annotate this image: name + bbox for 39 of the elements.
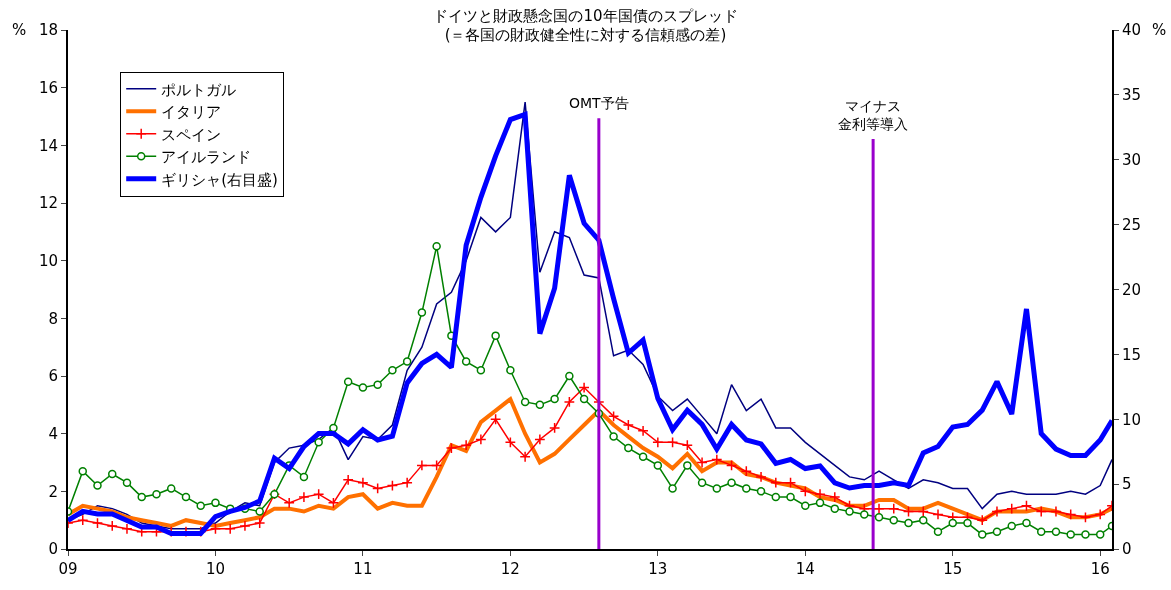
y-axis-title: % [12,21,27,39]
y-tick-label: 6 [48,367,58,386]
x-tick-label: 12 [500,560,520,578]
x-tick-label: 16 [1090,560,1110,578]
chart-subtitle: (＝各国の財政健全性に対する信頼感の差) [444,26,727,45]
y-tick-label: 16 [38,78,58,97]
chart-title: ドイツと財政懸念国の10年国債のスプレッド [433,6,738,25]
y2-tick-label: 10 [1122,410,1142,429]
x-tick-label: 09 [58,560,78,578]
y-tick-label: 8 [48,309,58,328]
y2-tick-label: 20 [1122,280,1142,299]
y-tick-label: 0 [48,540,58,559]
legend-label: スペイン [161,125,222,144]
y2-axis-title: % [1152,21,1167,39]
text: 金利等導入 [838,116,908,133]
legend-label: ポルトガル [161,80,237,99]
y-tick-label: 14 [38,136,58,155]
y2-tick-label: 40 [1122,21,1142,40]
y-tick-label: 18 [38,21,58,40]
x-tick-label: 11 [353,560,373,578]
y-tick-label: 10 [38,251,58,270]
y-tick-label: 2 [48,482,58,501]
x-tick-label: 15 [943,560,963,578]
y-tick-label: 4 [48,424,58,443]
y2-tick-label: 30 [1122,151,1142,169]
y2-tick-label: 0 [1122,540,1132,559]
y2-tick-label: 35 [1122,86,1142,105]
y2-tick-label: 25 [1122,215,1142,234]
y2-tick-label: 5 [1122,475,1132,494]
legend-label: ギリシャ(右目盛) [161,170,278,189]
x-tick-label: 14 [795,560,815,578]
legend-label: イタリア [161,103,222,122]
y2-tick-label: 15 [1122,345,1142,364]
y-tick-label: 12 [38,194,58,213]
ref-line-label: OMT予告 [569,95,629,111]
x-tick-label: 13 [648,560,668,578]
x-tick-label: 10 [205,560,226,578]
text: マイナス [845,98,901,114]
legend-label: アイルランド [161,148,252,167]
